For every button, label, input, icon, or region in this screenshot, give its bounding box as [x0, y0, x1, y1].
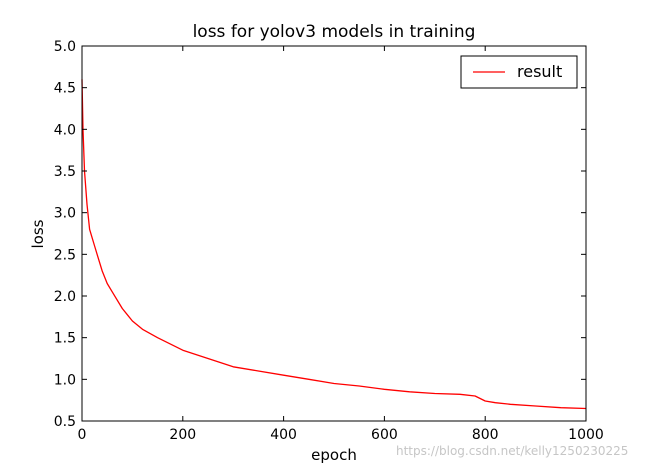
- x-tick-label: 0: [78, 427, 87, 443]
- y-tick-label: 5.0: [54, 39, 76, 55]
- y-tick-label: 2.0: [54, 289, 76, 305]
- legend-label: result: [517, 62, 562, 81]
- chart-title: loss for yolov3 models in training: [192, 22, 476, 42]
- y-tick-label: 2.5: [54, 247, 76, 263]
- x-tick-label: 1000: [568, 427, 604, 443]
- x-tick-label: 800: [472, 427, 499, 443]
- y-tick-label: 3.5: [54, 164, 76, 180]
- y-tick-label: 0.5: [54, 414, 76, 430]
- y-tick-label: 4.5: [54, 81, 76, 97]
- x-tick-label: 600: [371, 427, 398, 443]
- plot-frame: [81, 45, 587, 422]
- x-tick-label: 400: [270, 427, 297, 443]
- watermark: https://blog.csdn.net/kelly1250230225: [396, 444, 629, 458]
- y-tick-label: 1.5: [54, 331, 76, 347]
- y-tick-label: 3.0: [54, 206, 76, 222]
- x-axis-label: epoch: [311, 446, 357, 464]
- x-tick-label: 200: [169, 427, 196, 443]
- y-tick-label: 1.0: [54, 372, 76, 388]
- y-tick-label: 4.0: [54, 122, 76, 138]
- series-line-0: [81, 79, 587, 410]
